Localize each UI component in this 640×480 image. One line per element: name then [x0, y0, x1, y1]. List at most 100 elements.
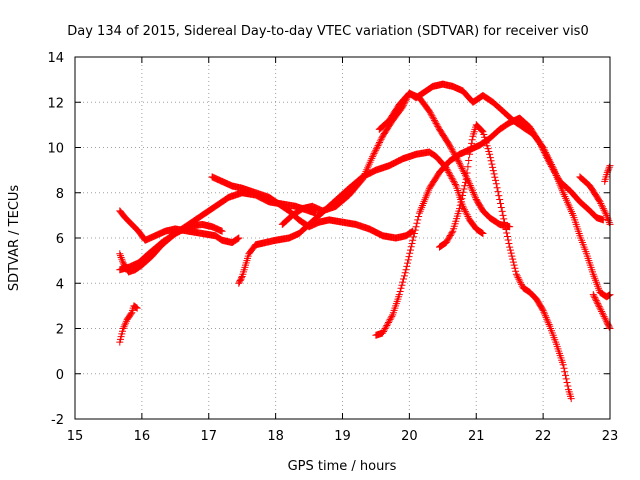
data-point: [499, 211, 507, 219]
data-point: [513, 272, 521, 280]
data-point: [457, 163, 465, 171]
data-point: [497, 200, 504, 207]
data-point: [598, 201, 606, 209]
data-point: [434, 122, 442, 130]
data-point: [472, 194, 479, 202]
data-point: [376, 139, 383, 146]
data-point: [511, 264, 519, 272]
data-point: [415, 213, 423, 220]
data-point: [559, 361, 567, 369]
data-point: [451, 181, 459, 188]
data-point: [605, 163, 613, 171]
data-point: [563, 379, 571, 386]
data-series: [116, 80, 614, 403]
data-point: [484, 145, 492, 153]
data-point: [492, 176, 500, 184]
data-point: [380, 328, 387, 335]
data-point: [468, 139, 476, 147]
data-point: [450, 177, 458, 185]
data-point: [461, 182, 469, 190]
data-point: [464, 213, 472, 220]
data-point: [605, 219, 613, 227]
data-point: [592, 295, 599, 303]
data-point: [470, 190, 478, 198]
series-track-13: [601, 162, 614, 185]
data-point: [487, 157, 495, 165]
data-point: [517, 280, 525, 288]
data-point: [598, 308, 606, 315]
data-point: [507, 249, 515, 257]
data-point: [592, 297, 600, 305]
data-point: [238, 274, 245, 282]
data-point: [132, 304, 140, 312]
data-point: [234, 235, 242, 243]
data-point: [595, 303, 603, 311]
y-tick-label: 12: [47, 96, 64, 111]
series-track-6: [208, 173, 417, 242]
data-point: [469, 187, 476, 195]
data-point: [600, 313, 608, 321]
series-track-11: [576, 173, 614, 228]
data-point: [462, 209, 470, 217]
data-point: [542, 313, 550, 321]
data-point: [358, 176, 366, 184]
data-point: [132, 303, 139, 311]
data-point: [493, 184, 501, 192]
data-point: [539, 144, 547, 151]
data-point: [590, 292, 598, 300]
data-point: [509, 258, 517, 266]
data-point: [374, 142, 382, 150]
data-point: [446, 141, 453, 149]
data-point: [431, 116, 438, 124]
x-tick-label: 17: [200, 429, 217, 444]
data-point: [508, 252, 516, 260]
data-point: [559, 189, 567, 197]
data-point: [460, 185, 468, 193]
data-point: [463, 211, 471, 219]
data-point: [496, 196, 504, 203]
data-point: [381, 325, 389, 332]
data-point: [403, 262, 411, 270]
data-point: [409, 236, 417, 244]
data-point: [410, 233, 418, 241]
data-point: [490, 170, 498, 178]
data-point: [589, 291, 597, 299]
x-tick-label: 20: [401, 429, 418, 444]
y-axis-label: SDTVAR / TECUs: [7, 185, 22, 292]
data-point: [399, 278, 407, 286]
data-point: [599, 205, 607, 213]
data-point: [543, 315, 551, 323]
data-point: [401, 269, 409, 277]
data-point: [458, 195, 466, 203]
data-point: [548, 161, 555, 168]
data-point: [388, 312, 396, 320]
data-point: [517, 279, 525, 287]
data-point: [459, 192, 466, 199]
data-point: [540, 308, 548, 316]
data-point: [407, 243, 415, 251]
data-point: [118, 255, 126, 263]
data-point: [478, 127, 486, 135]
data-point: [599, 309, 606, 317]
series-track-9: [375, 80, 614, 301]
x-tick-labels: 15 16 17 18 19 20 21 22 23: [67, 429, 619, 444]
x-tick-label: 16: [134, 429, 151, 444]
data-point: [545, 155, 553, 163]
data-point: [506, 246, 514, 254]
data-point: [404, 256, 412, 264]
data-point: [597, 200, 605, 207]
data-point: [495, 192, 503, 200]
data-point: [471, 192, 479, 200]
data-point: [469, 189, 477, 196]
x-axis-label: GPS time / hours: [288, 459, 397, 474]
data-point: [369, 153, 377, 161]
data-point: [541, 147, 549, 155]
data-point: [591, 294, 599, 302]
data-point: [466, 147, 474, 155]
data-point: [400, 275, 407, 283]
data-point: [465, 157, 473, 164]
data-point: [539, 306, 547, 314]
data-point: [600, 206, 608, 214]
data-point: [601, 208, 609, 216]
data-point: [413, 219, 421, 227]
